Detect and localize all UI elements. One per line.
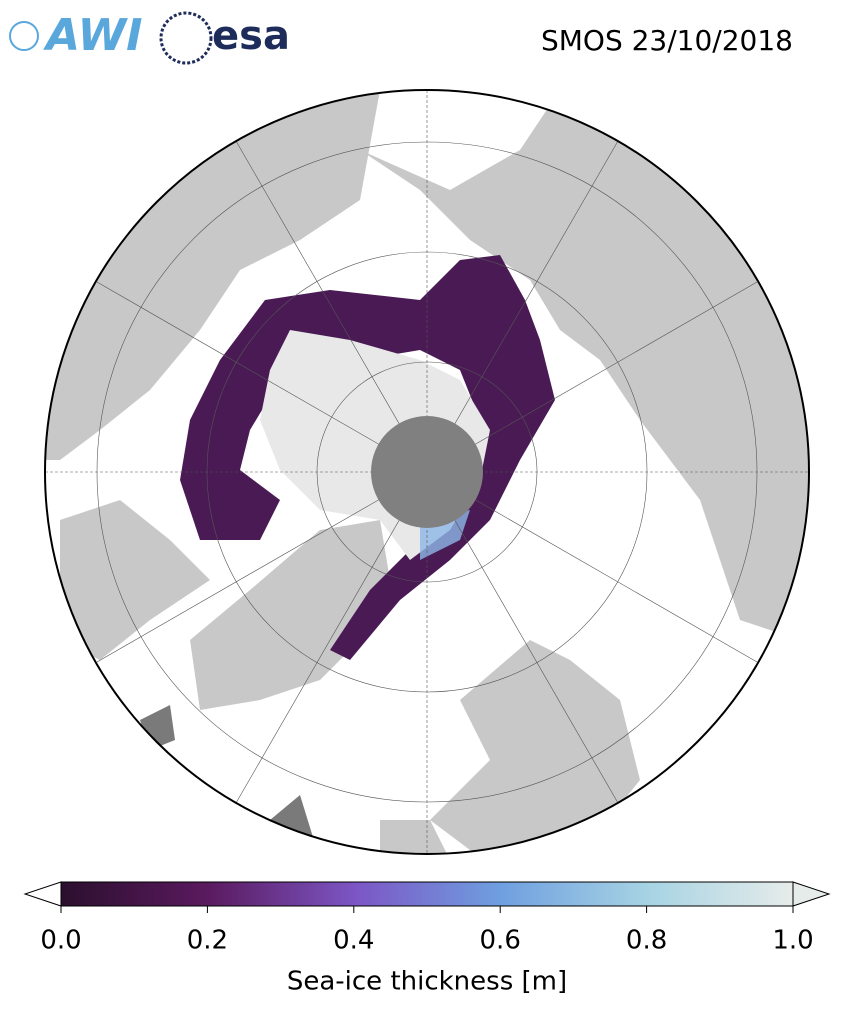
colorbar-extend-low <box>23 881 62 907</box>
colorbar-tick-label: 0.6 <box>480 926 521 956</box>
colorbar-tick-label: 0.8 <box>626 926 667 956</box>
esa-logo: esa <box>212 13 290 59</box>
logos: AWI esa <box>9 10 290 65</box>
colorbar <box>23 881 831 913</box>
colorbar-tick-label: 0.4 <box>333 926 374 956</box>
colorbar-tick-label: 0.2 <box>187 926 228 956</box>
awi-logo: AWI <box>43 10 143 61</box>
pole-hole <box>371 416 483 528</box>
awi-logo-globe <box>9 21 39 51</box>
map <box>45 90 809 854</box>
colorbar-tick-label: 0.0 <box>40 926 81 956</box>
esa-logo-globe <box>159 11 213 65</box>
colorbar-tick-label: 1.0 <box>772 926 813 956</box>
colorbar-label: Sea-ice thickness [m] <box>287 967 567 997</box>
colorbar-extend-high <box>792 881 831 907</box>
map-border <box>44 89 810 855</box>
map-title: SMOS 23/10/2018 <box>541 24 793 57</box>
colorbar-gradient <box>60 881 794 907</box>
